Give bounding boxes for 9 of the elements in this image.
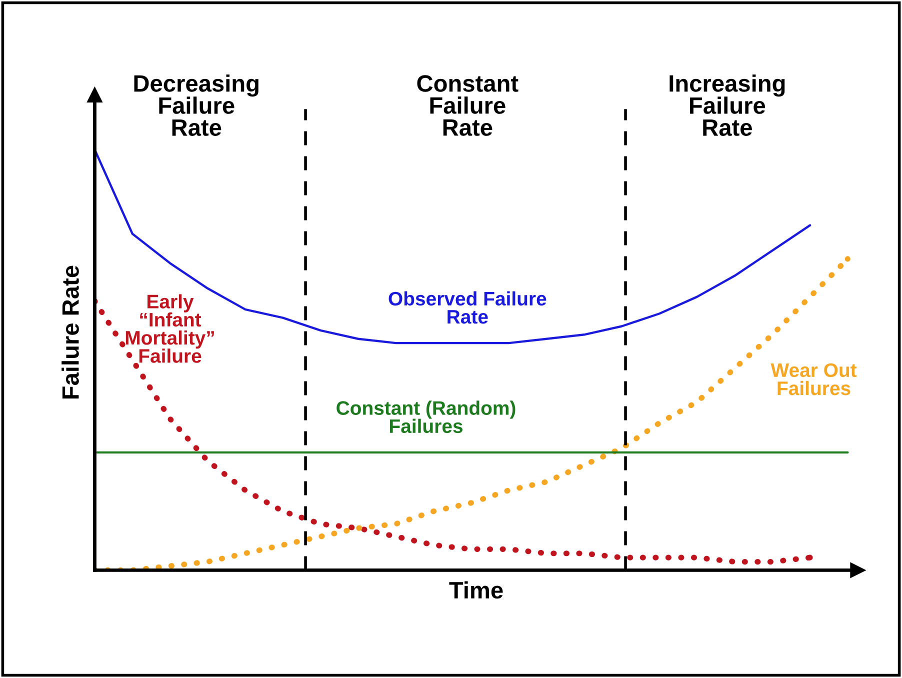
text: Constant Failure Rate <box>417 75 518 136</box>
series-label: Wear Out Failures <box>770 363 857 396</box>
series-label: Constant (Random) Failures <box>336 400 516 434</box>
x-axis-title: Time <box>449 581 503 599</box>
series-label: Observed Failure Rate <box>388 291 546 324</box>
series-label: Early “Infant Mortality” Failure <box>126 294 214 363</box>
text: Decreasing Failure Rate <box>134 74 258 136</box>
y-axis-title: Failure Rate <box>62 266 79 399</box>
text: Increasing Failure Rate <box>670 74 785 136</box>
